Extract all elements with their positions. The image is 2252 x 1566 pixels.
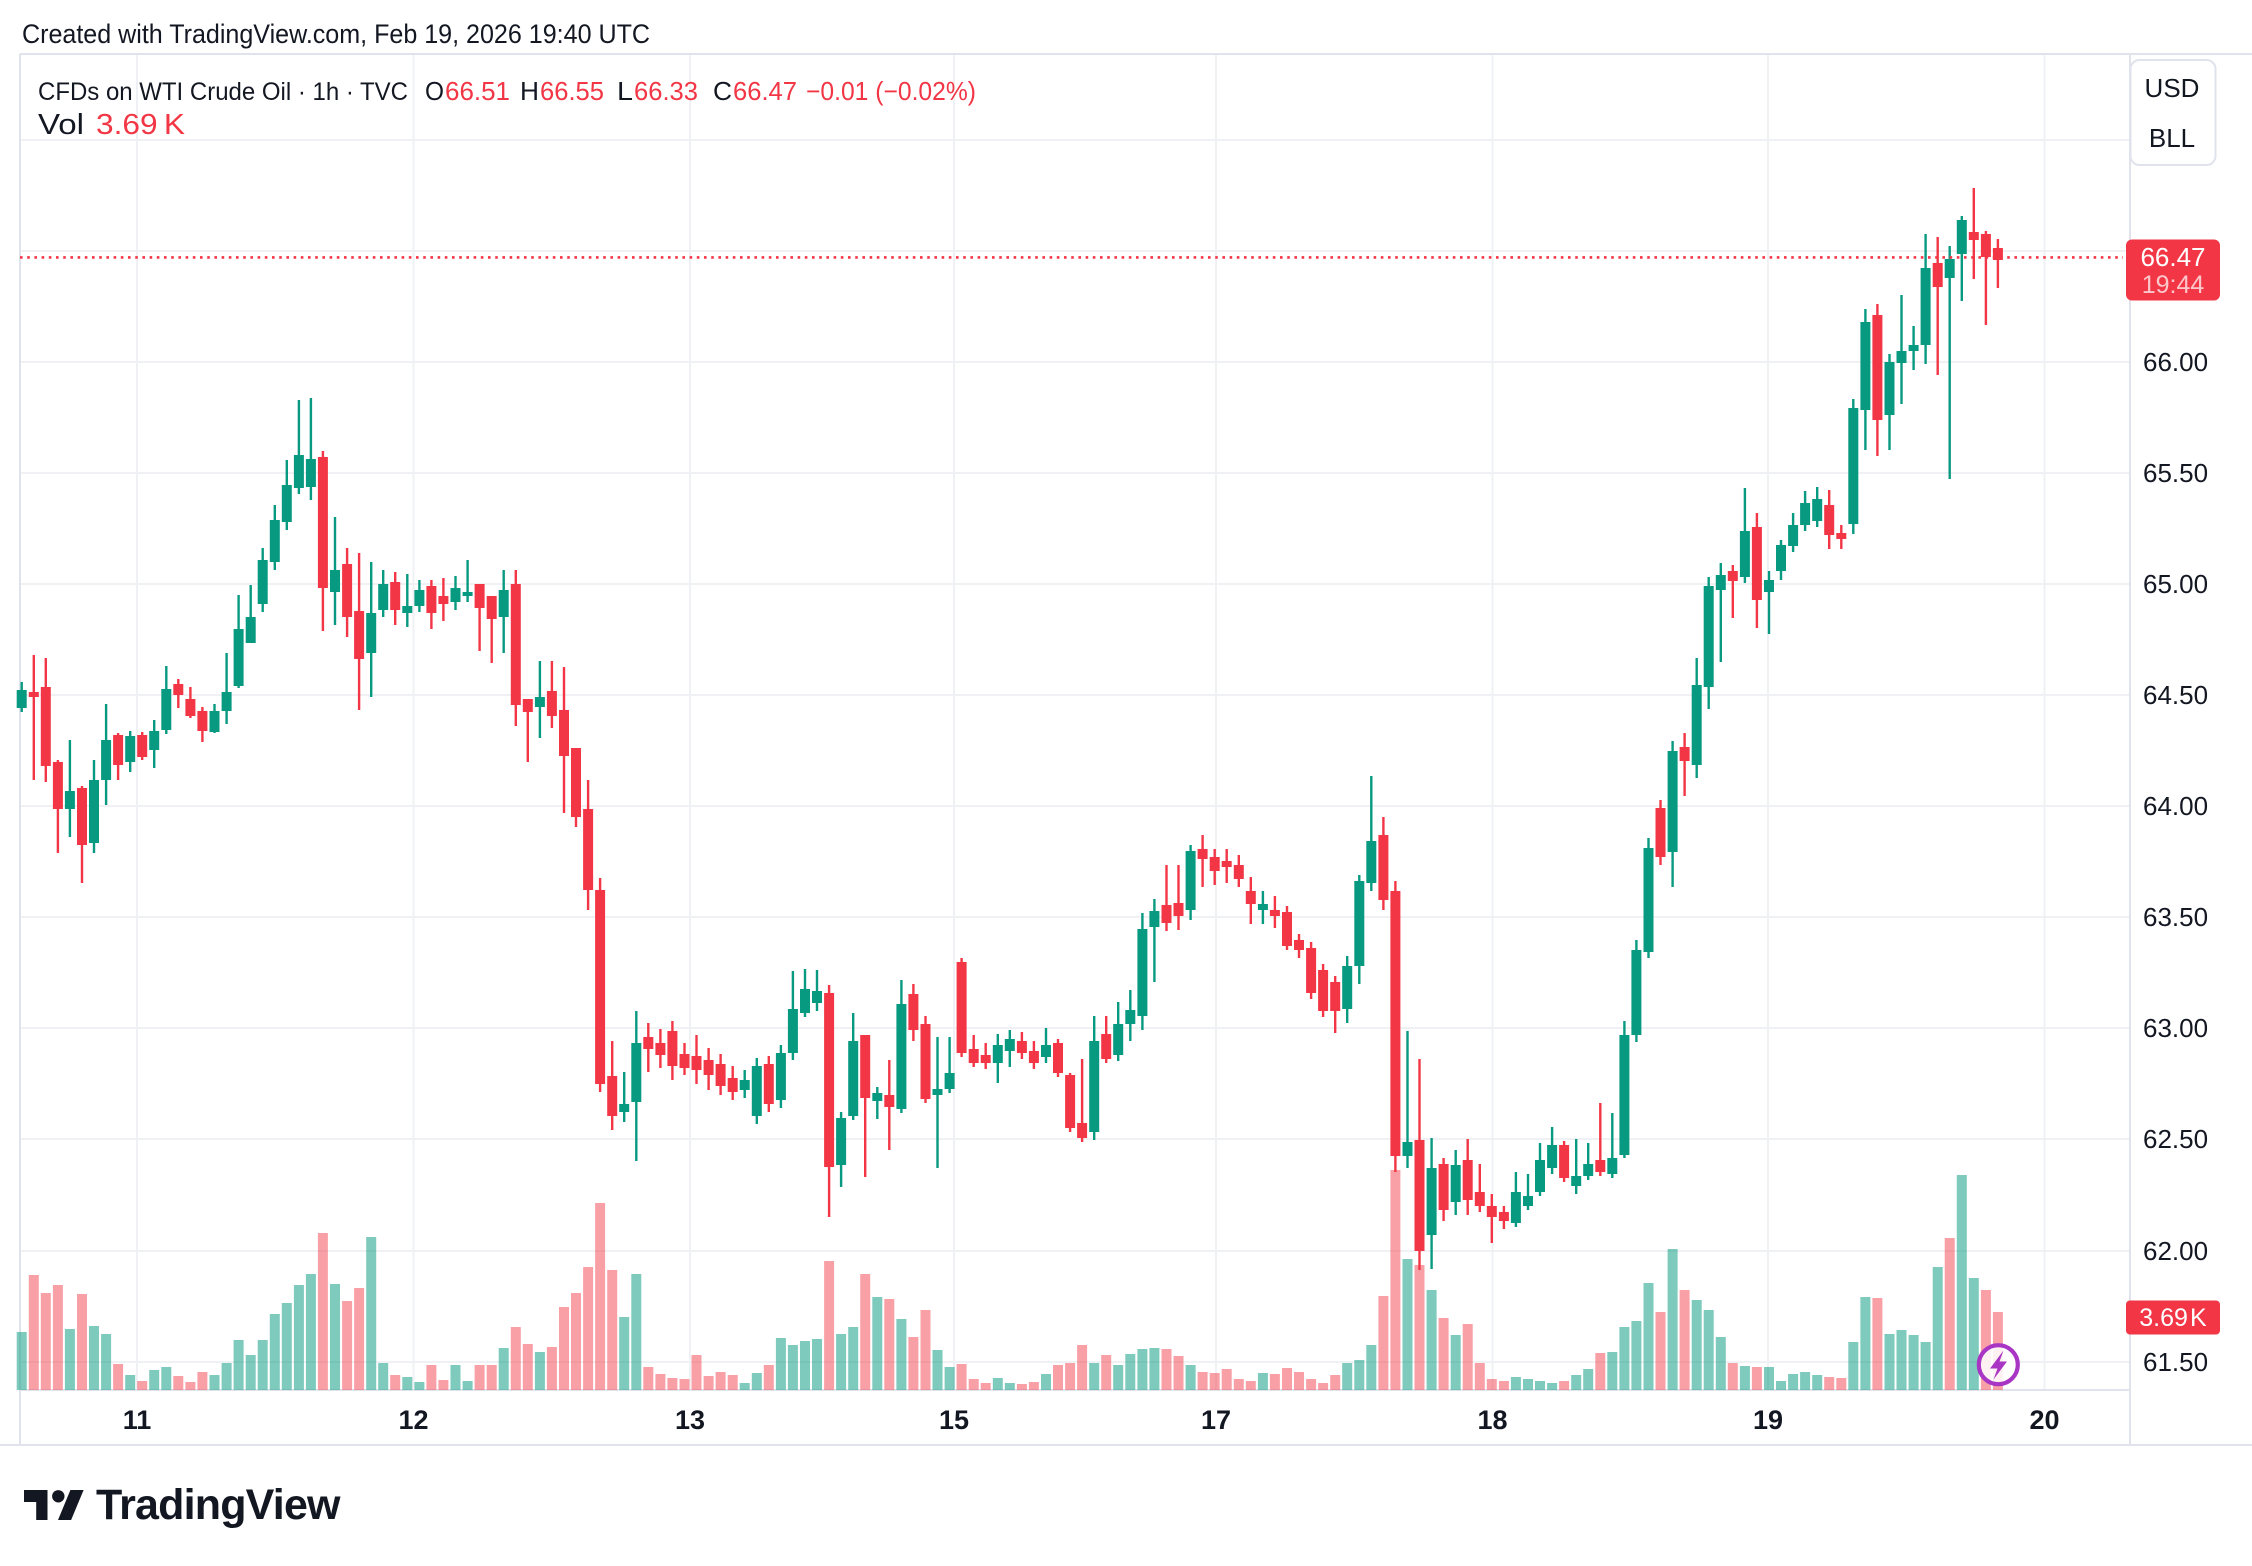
svg-text:17: 17	[1201, 1405, 1231, 1435]
svg-text:66.47: 66.47	[2140, 242, 2205, 272]
svg-text:13: 13	[675, 1405, 705, 1435]
svg-text:61.50: 61.50	[2143, 1347, 2208, 1377]
svg-text:11: 11	[123, 1405, 152, 1435]
svg-text:TradingView: TradingView	[96, 1481, 341, 1529]
svg-text:63.00: 63.00	[2143, 1013, 2208, 1043]
svg-text:3.69 K: 3.69 K	[2139, 1304, 2207, 1332]
svg-text:62.50: 62.50	[2143, 1124, 2208, 1154]
svg-text:63.50: 63.50	[2143, 902, 2208, 932]
svg-text:66.00: 66.00	[2143, 347, 2208, 377]
svg-text:65.50: 65.50	[2143, 458, 2208, 488]
svg-text:BLL: BLL	[2149, 123, 2195, 153]
svg-text:64.00: 64.00	[2143, 791, 2208, 821]
svg-text:L: L	[617, 76, 633, 106]
svg-text:3.69 K: 3.69 K	[96, 109, 186, 141]
svg-text:C: C	[713, 76, 732, 106]
svg-text:18: 18	[1477, 1405, 1507, 1435]
svg-text:H: H	[520, 76, 539, 106]
svg-text:19:44: 19:44	[2142, 271, 2205, 299]
svg-text:Vol: Vol	[38, 109, 84, 141]
svg-text:20: 20	[2029, 1405, 2059, 1435]
svg-text:62.00: 62.00	[2143, 1236, 2208, 1266]
svg-text:O: O	[425, 76, 444, 106]
svg-text:CFDs on WTI Crude Oil · 1h · T: CFDs on WTI Crude Oil · 1h · TVC	[38, 78, 408, 106]
svg-text:−0.01 (−0.02%): −0.01 (−0.02%)	[806, 76, 976, 106]
svg-text:19: 19	[1753, 1405, 1783, 1435]
svg-text:66.51: 66.51	[445, 76, 510, 106]
svg-text:64.50: 64.50	[2143, 680, 2208, 710]
svg-text:66.55: 66.55	[540, 76, 604, 106]
svg-text:66.33: 66.33	[634, 76, 698, 106]
svg-text:65.00: 65.00	[2143, 569, 2208, 599]
svg-text:Created with TradingView.com,: Created with TradingView.com, Feb 19, 20…	[22, 19, 650, 49]
svg-text:12: 12	[398, 1405, 428, 1435]
svg-text:66.47: 66.47	[733, 76, 797, 106]
svg-text:15: 15	[939, 1405, 969, 1435]
svg-text:USD: USD	[2145, 73, 2200, 103]
